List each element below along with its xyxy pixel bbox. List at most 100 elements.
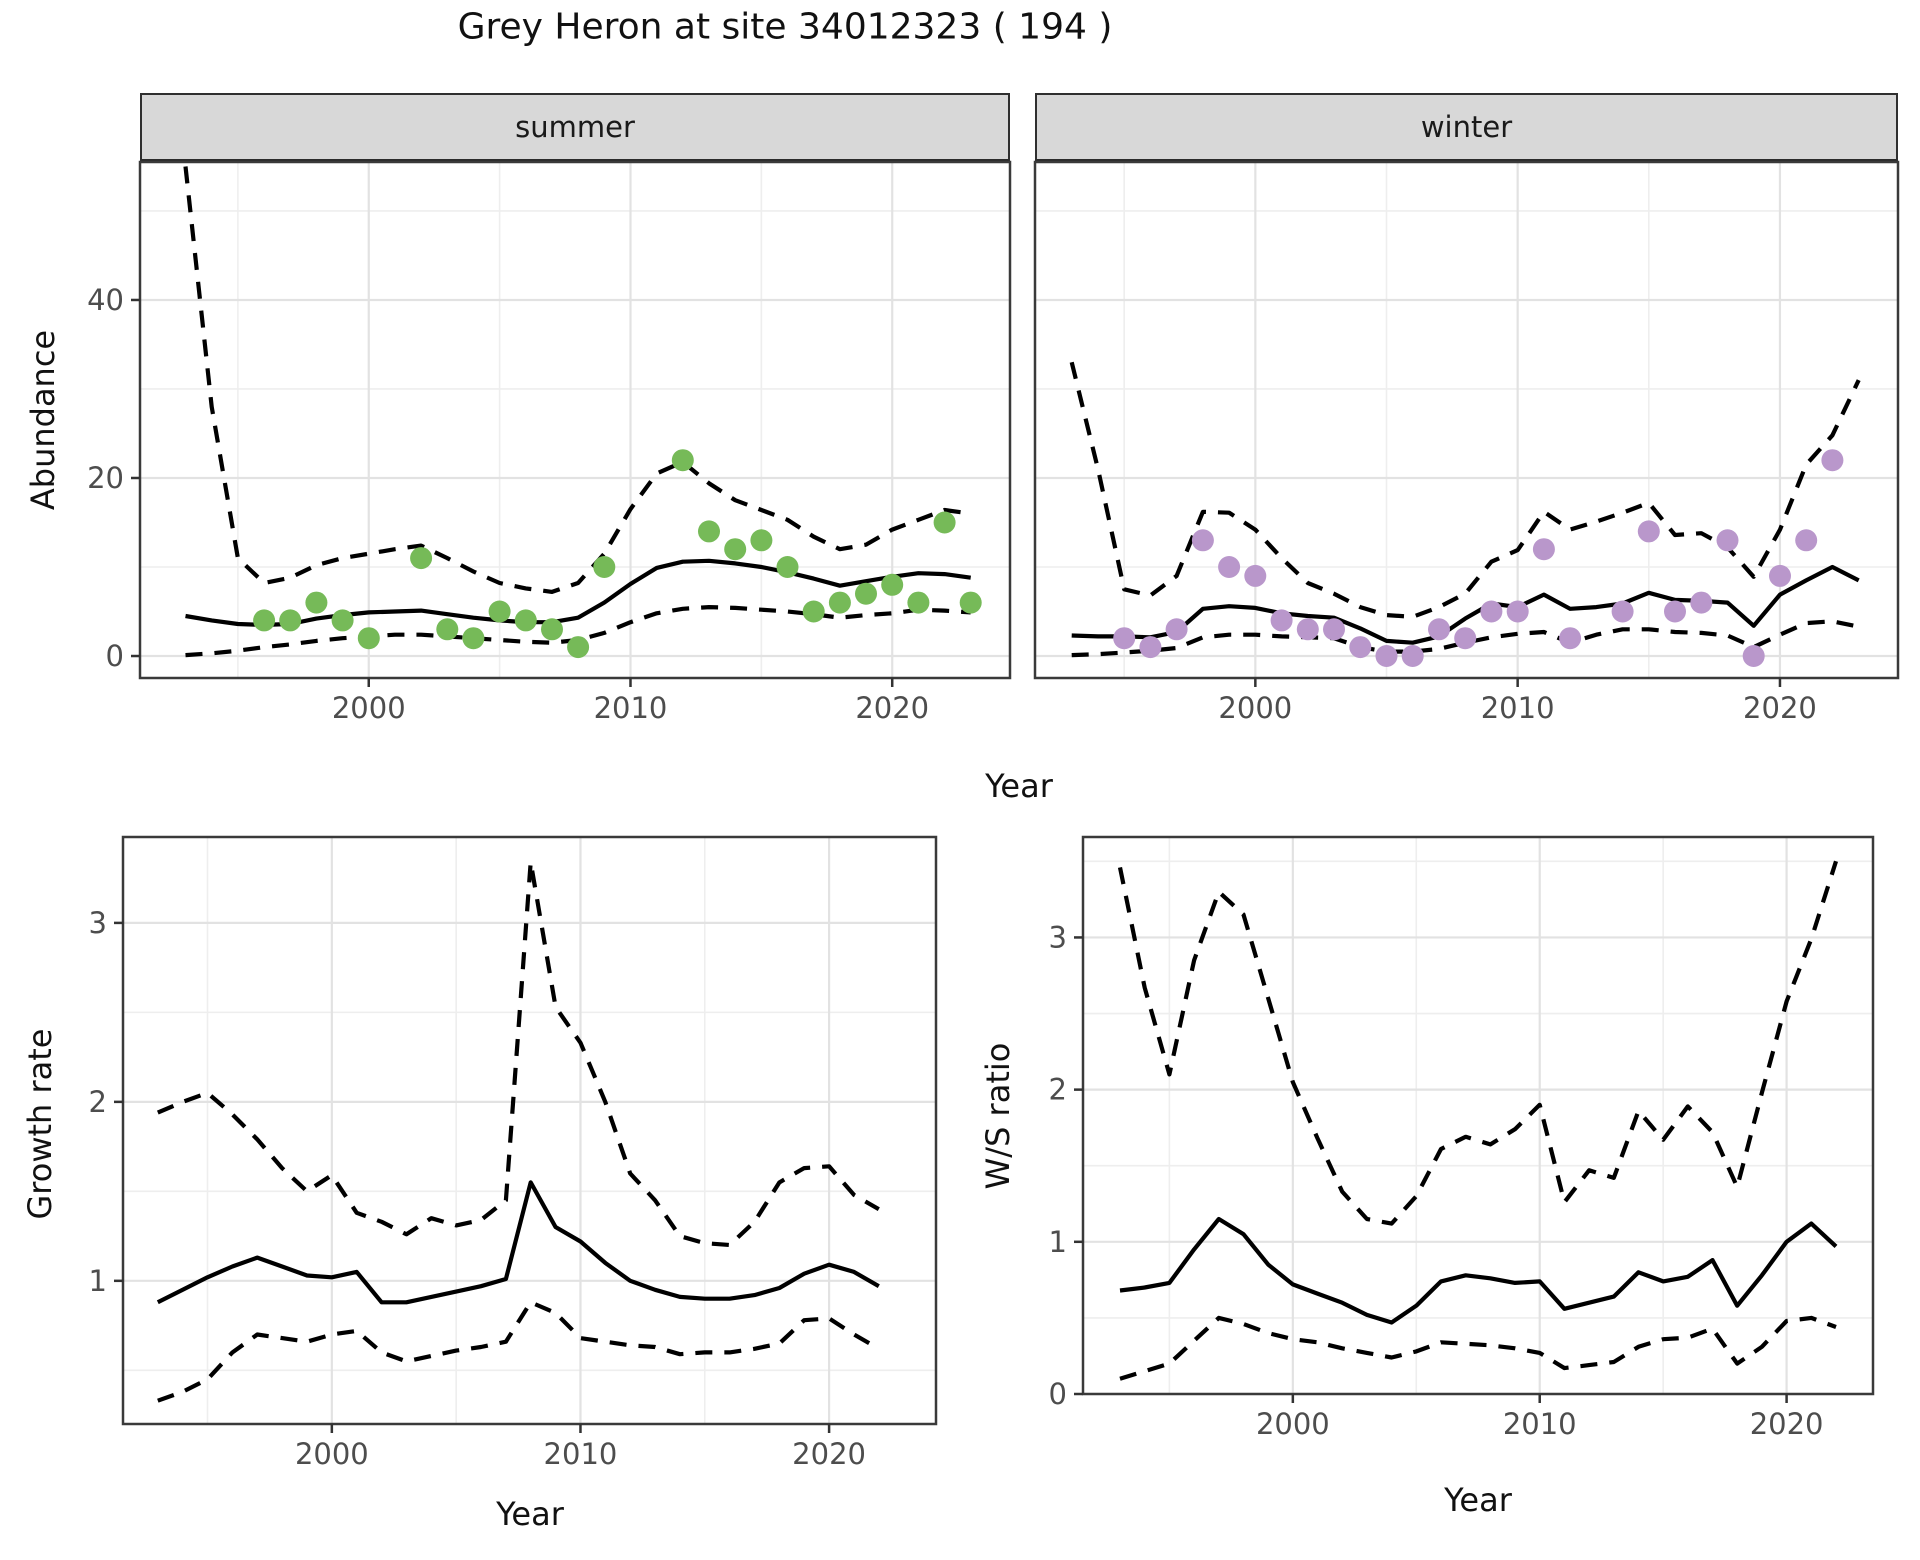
ci-lower-line [185,605,971,658]
x-tick-label: 2020 [855,691,929,725]
x-tick-label: 2020 [792,1437,866,1471]
x-tick-label: 2000 [295,1437,369,1471]
data-point-winter [1480,600,1503,623]
y-tick-label: 20 [87,461,124,495]
y-tick-label: 0 [1049,1377,1067,1411]
data-point-winter [1349,636,1372,659]
panel-border [121,835,938,1426]
data-point-summer [907,591,930,614]
ci-lower-line [157,1300,880,1403]
mean-line [185,558,971,627]
panel-background [140,162,1010,678]
data-point-summer [541,618,563,641]
y-axis-title-ws-ratio: W/S ratio [979,1042,1017,1190]
data-point-summer [331,609,354,632]
panel-abundance-summer: 2000 2010 2020 0 20 40 [87,160,1012,725]
y-tick-label: 2 [89,1085,107,1119]
x-tick-label: 2010 [1481,691,1555,725]
x-tick-label: 2010 [544,1437,618,1471]
panel-border [1033,160,1900,680]
ci-upper-line [1117,860,1839,1226]
x-axis-title-top: Year [985,767,1053,805]
data-point-summer [828,591,851,614]
data-point-summer [436,618,459,641]
data-point-winter [1821,449,1844,472]
data-point-winter [1795,529,1818,552]
data-point-winter [1506,600,1529,623]
y-axis-title-abundance: Abundance [24,329,62,511]
data-point-winter [1401,645,1424,667]
data-point-summer [462,627,485,650]
y-tick-label: 3 [1049,920,1067,954]
data-point-winter [1716,529,1739,552]
data-point-summer [305,591,328,614]
data-point-winter [1637,520,1660,543]
data-point-summer [933,511,956,534]
data-point-summer [750,529,773,552]
panel-background [1035,162,1898,678]
data-point-winter [1559,627,1582,650]
data-point-winter [1769,564,1791,587]
ci-upper-line [156,860,880,1248]
data-point-summer [671,449,694,472]
data-point-summer [881,573,904,596]
data-point-summer [279,609,302,632]
data-point-winter [1191,529,1214,552]
x-tick-label: 2020 [1743,691,1817,725]
data-point-summer [802,600,825,623]
facet-strip-summer: summer [140,93,1010,162]
x-tick-label: 2020 [1750,1407,1824,1441]
data-point-winter [1742,645,1765,667]
chart-title: Grey Heron at site 34012323 ( 194 ) [457,6,1113,48]
data-point-winter [1113,627,1136,650]
y-tick-label: 0 [106,639,124,673]
y-tick-label: 1 [89,1264,107,1298]
data-point-summer [593,556,616,578]
x-tick-label: 2000 [1256,1407,1330,1441]
data-point-summer [959,591,982,614]
facet-strip-summer-label: summer [515,110,635,144]
panel-border [1081,835,1875,1396]
y-axis-title-growth-rate: Growth rate [21,1028,59,1220]
y-tick-label: 3 [89,906,107,940]
facet-strip-winter-label: winter [1420,110,1513,144]
panel-border [138,160,1012,680]
panel-ws-ratio: 2000 2010 2020 0 1 2 3 [1049,835,1875,1441]
data-point-summer [776,556,799,578]
data-point-summer [567,636,590,659]
y-tick-label: 2 [1049,1073,1067,1107]
x-tick-label: 2000 [1218,691,1292,725]
data-point-summer [410,547,433,570]
data-point-summer [488,600,511,623]
x-tick-label: 2010 [1503,1407,1577,1441]
data-point-winter [1139,636,1162,659]
data-point-winter [1428,618,1450,641]
facet-strip-winter: winter [1035,93,1898,162]
x-tick-label: 2010 [594,691,668,725]
data-point-winter [1532,538,1555,561]
ci-lower-line [1119,1315,1837,1381]
y-tick-label: 40 [87,283,124,317]
data-point-winter [1611,600,1634,623]
data-point-winter [1296,618,1319,641]
data-point-summer [357,627,380,650]
data-point-summer [253,609,276,632]
x-axis-title-bottom-left: Year [496,1495,564,1533]
mean-line [156,1180,880,1305]
data-point-winter [1270,609,1293,632]
panel-growth-rate: 2000 2010 2020 1 2 3 [89,835,938,1471]
data-point-summer [698,520,720,543]
y-tick-label: 1 [1049,1225,1067,1259]
data-point-summer [855,582,877,605]
data-point-summer [724,538,747,561]
data-point-winter [1218,556,1241,578]
data-point-winter [1690,591,1713,614]
data-point-winter [1165,618,1188,641]
data-point-winter [1244,564,1267,587]
ci-upper-line [183,166,971,594]
data-point-winter [1664,600,1686,623]
panel-abundance-winter: 2000 2010 2020 [1033,160,1900,725]
data-point-summer [514,609,537,632]
x-axis-title-bottom-right: Year [1444,1481,1512,1519]
